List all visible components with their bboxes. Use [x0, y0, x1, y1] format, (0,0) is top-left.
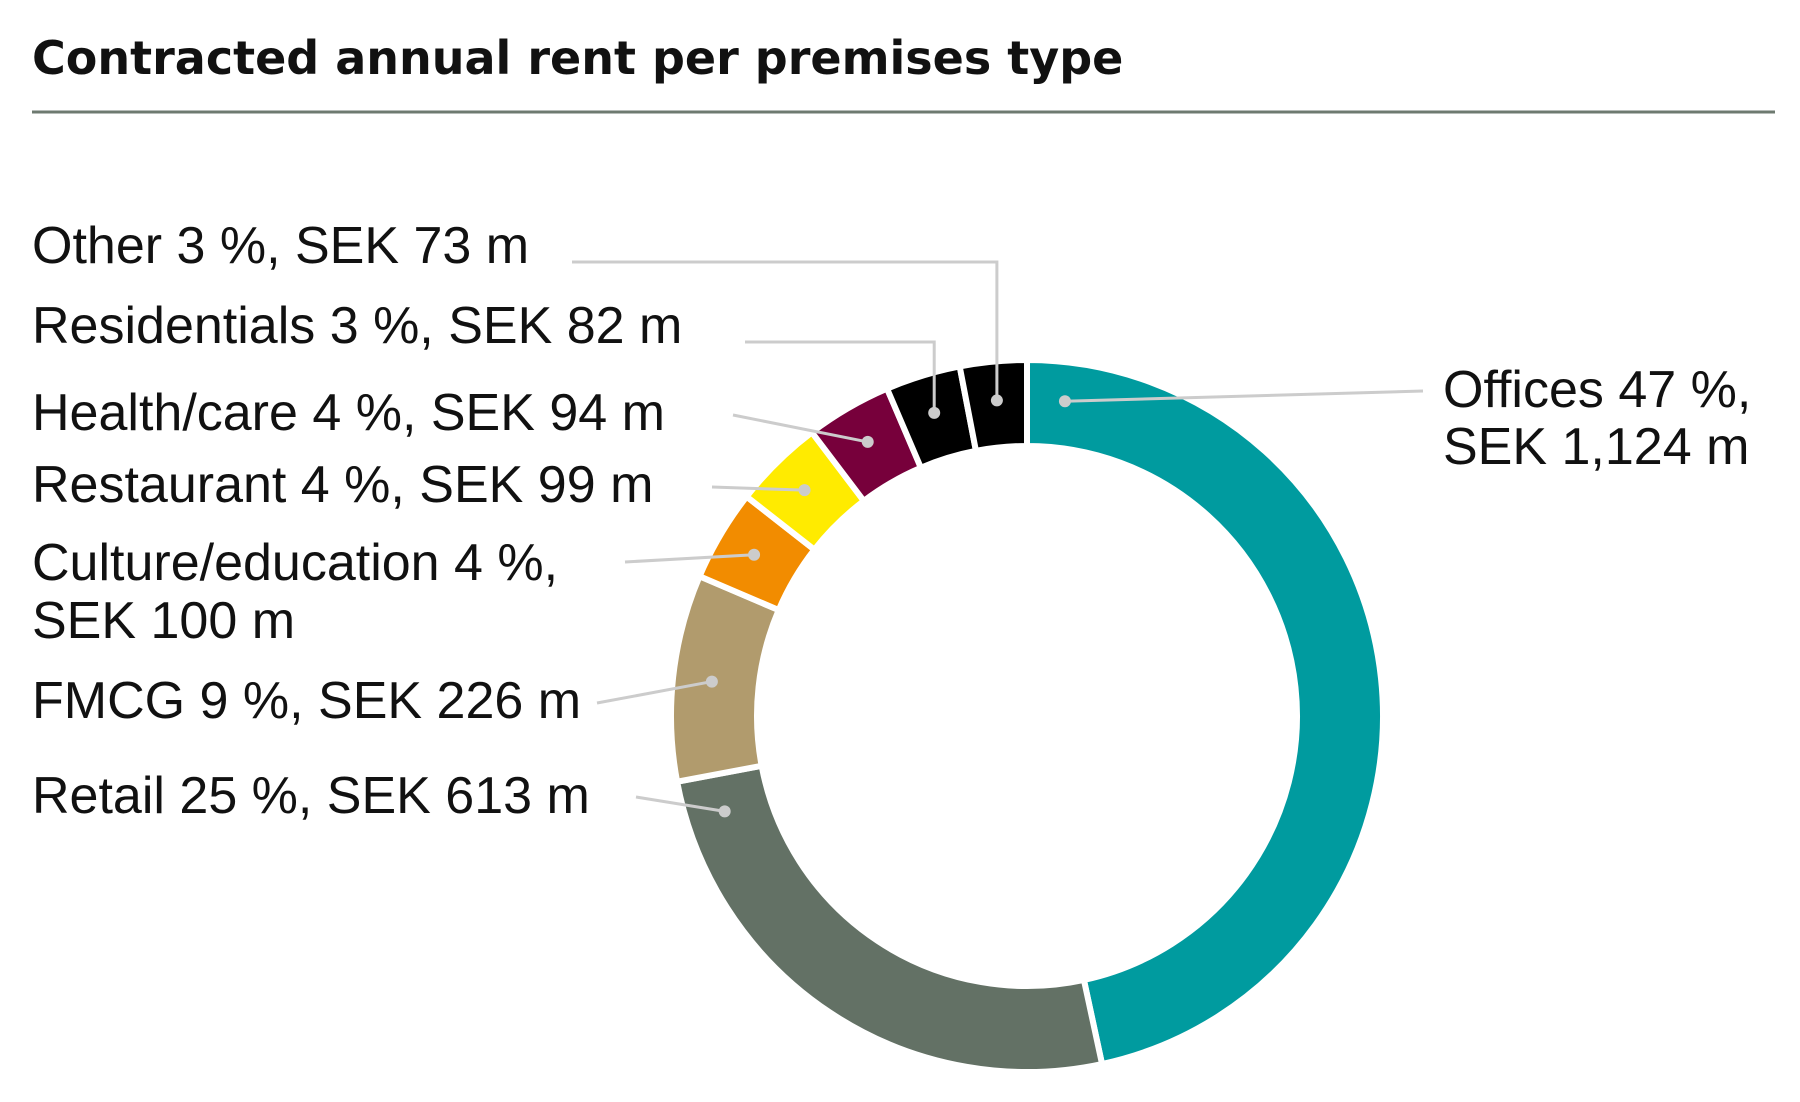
label-residentials: Residentials 3 %, SEK 82 m	[32, 297, 682, 355]
slice-other	[956, 356, 1030, 455]
label-offices-line2: SEK 1,124 m	[1443, 418, 1749, 476]
dot-restaurant	[798, 484, 811, 497]
slice-retail	[673, 762, 1106, 1075]
dot-residentials	[928, 406, 941, 419]
label-offices: Offices 47 %,	[1443, 361, 1751, 419]
dot-retail	[718, 805, 731, 818]
dot-health-care	[861, 435, 874, 448]
leader-restaurant	[711, 485, 805, 492]
leader-lines-group	[572, 260, 1424, 818]
leader-retail	[635, 795, 725, 813]
label-fmcg: FMCG 9 %, SEK 226 m	[32, 672, 581, 730]
label-retail: Retail 25 %, SEK 613 m	[32, 767, 590, 825]
slice-offices	[1024, 356, 1386, 1068]
leader-culture-education	[624, 553, 755, 564]
label-other: Other 3 %, SEK 73 m	[32, 217, 529, 275]
leader-offices	[1064, 389, 1424, 403]
dot-other	[990, 394, 1003, 407]
slice-labels-group: Offices 47 %,SEK 1,124 m Retail 25 %, SEK…	[32, 217, 1751, 825]
dot-fmcg	[705, 675, 718, 688]
leader-residentials	[745, 340, 936, 413]
leader-fmcg	[596, 680, 713, 705]
label-health-care: Health/care 4 %, SEK 94 m	[32, 384, 665, 442]
slices-group	[668, 356, 1386, 1075]
dot-culture-education	[748, 548, 761, 561]
label-restaurant: Restaurant 4 %, SEK 99 m	[32, 456, 653, 514]
leader-other	[572, 260, 999, 401]
dot-offices	[1058, 395, 1071, 408]
chart-title: Contracted annual rent per premises type	[32, 31, 1123, 85]
slice-fmcg	[668, 572, 783, 786]
label-culture-education: Culture/education 4 %,	[32, 534, 558, 592]
leader-health-care	[732, 413, 869, 444]
label-culture-education-line2: SEK 100 m	[32, 592, 295, 650]
